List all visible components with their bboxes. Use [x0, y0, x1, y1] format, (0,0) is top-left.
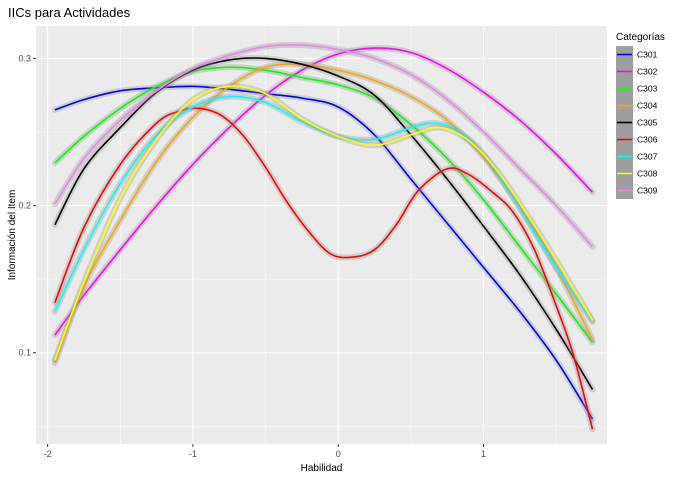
x-tick-label: 1 — [481, 449, 486, 459]
legend-label-c301: C301 — [637, 50, 658, 60]
legend-label-c303: C303 — [637, 84, 658, 94]
series-c303-line — [54, 66, 594, 343]
legend-label-c306: C306 — [637, 135, 658, 145]
legend-items: C301 C302 C303 C304 C305 C306 C307 C308 C309 — [616, 46, 658, 199]
y-tick-label: 0.3 — [18, 53, 31, 63]
legend-title: Categorías — [616, 32, 665, 43]
x-tick-label: -2 — [44, 449, 52, 459]
legend-label-c305: C305 — [637, 118, 658, 128]
series-c302-line — [54, 47, 594, 336]
legend-label-c308: C308 — [637, 169, 658, 179]
axes: -2 -1 0 1 0.1 0.2 0.3 — [18, 53, 486, 459]
series-c305-line — [54, 57, 594, 390]
series-layer — [51, 41, 596, 433]
series-c301-line — [54, 85, 594, 420]
plot-background — [36, 26, 607, 444]
y-tick-label: 0.2 — [18, 201, 31, 211]
x-axis-title: Habilidad — [301, 463, 343, 474]
x-tick-label: 0 — [336, 449, 341, 459]
series-c309-line — [54, 44, 594, 248]
y-tick-label: 0.1 — [18, 348, 31, 358]
legend-label-c309: C309 — [637, 186, 658, 196]
major-gridlines — [36, 26, 607, 444]
x-tick-label: -1 — [189, 449, 197, 459]
legend-label-c304: C304 — [637, 101, 658, 111]
legend-label-c307: C307 — [637, 152, 658, 162]
y-axis-title: Información del Item — [7, 190, 18, 281]
series-c306-line — [54, 107, 594, 430]
series-c308-line — [54, 85, 594, 361]
legend: Categorías C301C302C303C304C305C306C307C… — [612, 28, 676, 203]
chart-title: IICs para Actividades — [8, 5, 131, 20]
legend-label-c302: C302 — [637, 67, 658, 77]
